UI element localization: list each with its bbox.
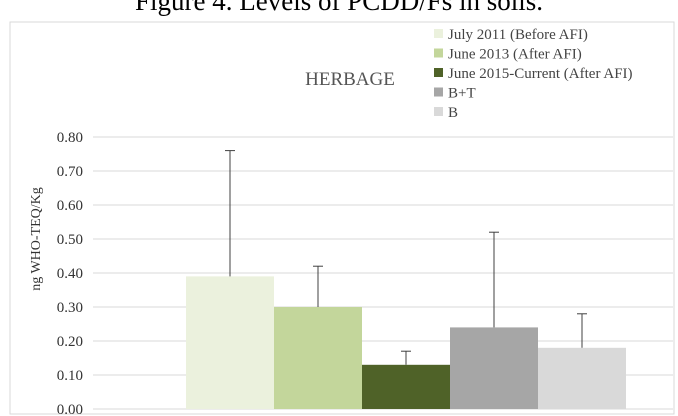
y-tick-label: 0.40 [57, 266, 83, 282]
legend: July 2011 (Before AFI) June 2013 (After A… [434, 27, 633, 121]
legend-label: June 2015-Current (After AFI) [448, 66, 633, 82]
y-tick-label: 0.20 [57, 334, 83, 350]
y-tick-label: 0.60 [57, 198, 83, 214]
bar [538, 347, 626, 409]
chart-border [9, 21, 675, 415]
bars [186, 276, 626, 409]
bar [186, 276, 274, 409]
y-tick-label: 0.80 [57, 130, 83, 146]
y-tick-label: 0.30 [57, 300, 83, 316]
chart-title: HERBAGE [305, 69, 395, 90]
legend-swatch [434, 68, 443, 77]
legend-swatch [434, 107, 443, 116]
legend-label: B [448, 105, 458, 121]
legend-swatch [434, 48, 443, 58]
y-axis-label: ng WHO-TEQ/Kg [29, 187, 44, 291]
y-tick-label: 0.00 [57, 402, 83, 416]
figure-title: Figure 4. Levels of PCDD/Fs in soils. [134, 0, 544, 16]
y-tick-label: 0.10 [57, 368, 83, 384]
legend-swatch [434, 87, 443, 97]
y-tick-labels: 0.00 0.10 0.20 0.30 0.40 0.50 0.60 0.70 0.80 [57, 130, 83, 416]
bar [362, 364, 450, 409]
legend-label: June 2013 (After AFI) [448, 47, 582, 63]
bar [450, 327, 538, 409]
y-tick-label: 0.50 [57, 232, 83, 248]
legend-swatch [434, 29, 443, 38]
y-tick-label: 0.70 [57, 164, 83, 180]
bar [274, 307, 362, 409]
legend-label: B+T [448, 86, 476, 102]
legend-label: July 2011 (Before AFI) [448, 27, 588, 43]
error-bars [225, 150, 587, 365]
